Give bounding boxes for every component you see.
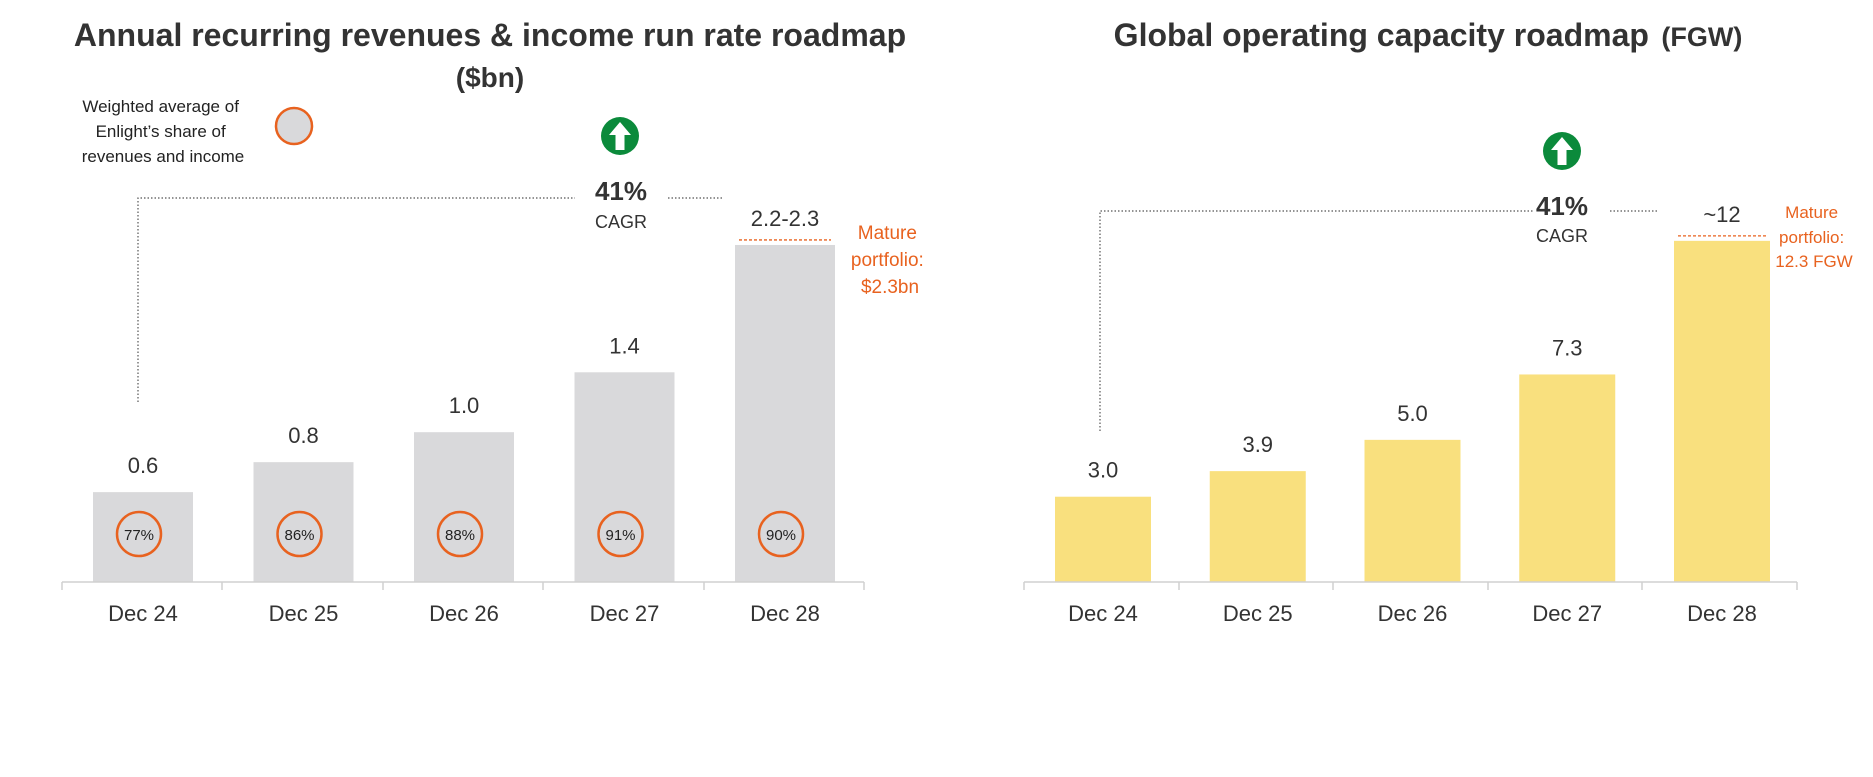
capacity-cagr-value: 41%	[1536, 191, 1588, 221]
revenue-category-label-1: Dec 24	[108, 601, 178, 626]
capacity-value-label-2: 3.9	[1242, 432, 1273, 457]
revenue-value-label-3: 1.0	[449, 393, 480, 418]
revenue-share-circle-4	[597, 510, 644, 558]
capacity-bar-4	[1519, 374, 1616, 582]
revenue-value-label-4: 1.4	[609, 333, 640, 358]
capacity-category-label-1: Dec 24	[1068, 601, 1138, 626]
revenue-share-label-1: 77%	[124, 527, 154, 544]
revenue-chart-title-unit: ($bn)	[456, 62, 524, 93]
capacity-cagr-bracket	[1099, 210, 1657, 431]
revenue-share-label-5: 90%	[766, 527, 796, 544]
capacity-value-label-3: 5.0	[1397, 401, 1428, 426]
revenue-share-label-3: 88%	[445, 527, 475, 544]
capacity-chart-title: Global operating capacity roadmap (FGW)	[1114, 17, 1743, 53]
capacity-value-label-1: 3.0	[1088, 458, 1119, 483]
capacity-category-label-4: Dec 27	[1532, 601, 1602, 626]
revenue-mature-note: Mature portfolio: $2.3bn	[851, 223, 929, 298]
capacity-chart-title-unit: (FGW)	[1661, 22, 1742, 52]
revenue-cagr-value: 41%	[595, 176, 647, 206]
revenue-value-label-1: 0.6	[128, 453, 159, 478]
revenue-share-circle-5	[757, 510, 805, 558]
revenue-share-circle-3	[436, 510, 484, 558]
revenue-bar-2	[253, 462, 354, 582]
legend-circle-icon	[274, 106, 314, 146]
capacity-category-label-3: Dec 26	[1378, 601, 1448, 626]
capacity-cagr-label: CAGR	[1536, 226, 1588, 246]
revenue-share-label-2: 86%	[284, 527, 314, 544]
revenue-share-circle-1	[115, 510, 163, 558]
capacity-bar-5	[1674, 240, 1770, 582]
revenue-category-label-5: Dec 28	[750, 601, 820, 626]
revenue-bars: 0.6 Dec 24 77% 0.8 Dec 25 86% 1.0 Dec 26 88% 1.4 D…	[93, 206, 835, 626]
revenue-growth-arrow-icon	[601, 117, 639, 155]
capacity-bars: 3.0 Dec 24 3.9 Dec 25 5.0 Dec 26 7.3 Dec 27 ~12 D…	[1055, 202, 1770, 626]
capacity-category-label-2: Dec 25	[1223, 601, 1293, 626]
capacity-growth-arrow-icon	[1543, 132, 1581, 170]
revenue-x-axis	[61, 581, 865, 590]
revenue-cagr-label: CAGR	[595, 212, 647, 232]
legend-label: Weighted average of Enlight’s share of r…	[82, 97, 245, 166]
capacity-value-label-4: 7.3	[1552, 335, 1583, 360]
revenue-chart-title: Annual recurring revenues & income run r…	[74, 17, 906, 53]
capacity-value-label-5: ~12	[1703, 202, 1740, 227]
capacity-bar-3	[1364, 439, 1461, 582]
revenue-category-label-4: Dec 27	[590, 601, 660, 626]
capacity-x-axis	[1023, 581, 1798, 590]
revenue-bar-3	[414, 432, 514, 582]
revenue-category-label-2: Dec 25	[269, 601, 339, 626]
capacity-mature-note: Mature portfolio: 12.3 FGW	[1775, 203, 1852, 271]
revenue-value-label-2: 0.8	[288, 423, 319, 448]
capacity-chart-title-main: Global operating capacity roadmap	[1114, 17, 1649, 53]
revenue-cagr-bracket	[137, 197, 723, 402]
revenue-value-label-5: 2.2-2.3	[751, 206, 820, 231]
revenue-category-label-3: Dec 26	[429, 601, 499, 626]
revenue-share-circle-2	[276, 510, 323, 558]
revenue-share-label-4: 91%	[605, 527, 635, 544]
revenue-bar-1	[93, 492, 193, 582]
capacity-category-label-5: Dec 28	[1687, 601, 1757, 626]
capacity-bar-2	[1209, 471, 1306, 582]
capacity-bar-1	[1055, 496, 1151, 582]
revenue-bar-4	[574, 372, 675, 582]
revenue-bar-5	[735, 244, 835, 583]
